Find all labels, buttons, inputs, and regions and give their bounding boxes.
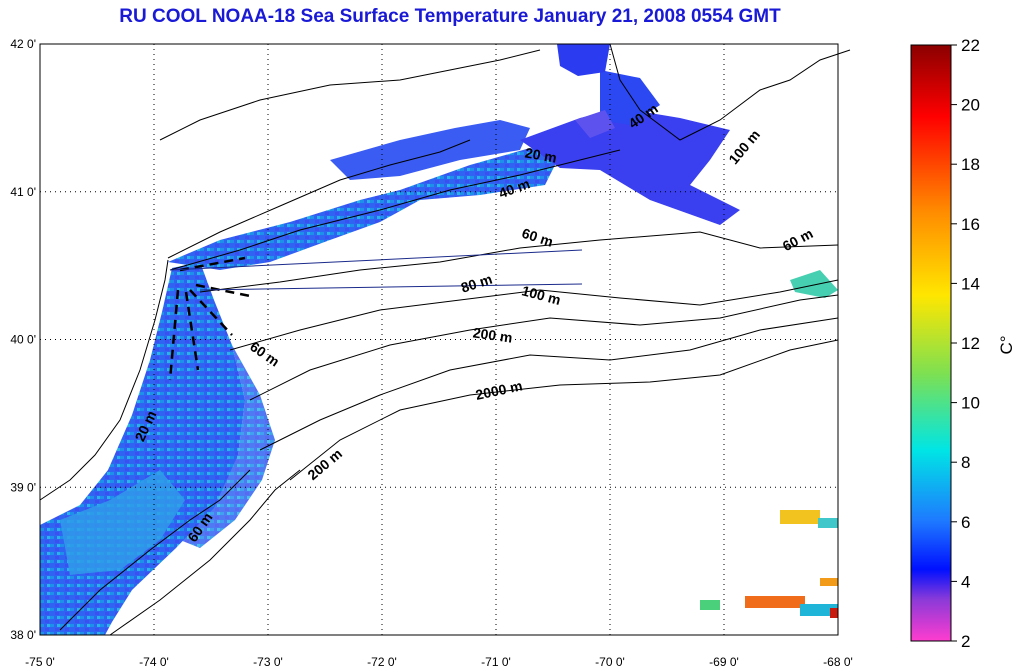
contour-200m bbox=[259, 317, 839, 451]
sst-patch-warm-7 bbox=[700, 600, 720, 610]
lon-tick-label: -70 0' bbox=[595, 655, 625, 669]
contour-label: 100 m bbox=[725, 126, 763, 167]
contour-label: 80 m bbox=[459, 271, 494, 296]
coastline-jersey bbox=[39, 259, 169, 501]
colorbar-tick-label: 2 bbox=[961, 632, 970, 651]
lon-tick-label: -69 0' bbox=[709, 655, 739, 669]
contour-100m bbox=[249, 294, 839, 401]
contour-label: 2000 m bbox=[474, 377, 524, 403]
colorbar-ticks: 22 20 18 16 14 12 10 8 6 4 2 bbox=[951, 36, 980, 651]
sst-patch-ri-offshore bbox=[575, 110, 615, 138]
colorbar-unit: C° bbox=[997, 335, 1016, 354]
lat-tick-label: 38 0' bbox=[10, 628, 36, 642]
colorbar-tick-label: 20 bbox=[961, 96, 980, 115]
sst-patch-sound bbox=[330, 120, 530, 180]
transect-1 bbox=[168, 289, 180, 381]
lat-tick-label: 39 0' bbox=[10, 480, 36, 494]
map-title: RU COOL NOAA-18 Sea Surface Temperature … bbox=[119, 6, 781, 27]
axis-ticks: -75 0' -74 0' -73 0' -72 0' -71 0' -70 0' -69 … bbox=[10, 37, 852, 669]
contour-inner-200m bbox=[109, 469, 301, 636]
map-frame bbox=[39, 43, 839, 636]
sst-patch-south-jersey bbox=[60, 470, 185, 575]
contour-60m bbox=[199, 231, 839, 293]
contour-2000m bbox=[289, 339, 839, 481]
lon-tick-label: -72 0' bbox=[367, 655, 397, 669]
sst-patch-north bbox=[557, 44, 610, 76]
contour-label: 200 m bbox=[472, 324, 514, 345]
coastline-contours bbox=[39, 43, 851, 636]
sst-patches bbox=[40, 44, 838, 635]
colorbar-tick-label: 12 bbox=[961, 334, 980, 353]
lon-tick-label: -73 0' bbox=[253, 655, 283, 669]
track-2 bbox=[199, 283, 583, 291]
track-1 bbox=[169, 249, 583, 271]
lat-tick-label: 42 0' bbox=[10, 37, 36, 51]
sst-patch-warm-6 bbox=[820, 578, 838, 586]
sst-patch-warm-1 bbox=[780, 510, 820, 524]
colorbar-tick-label: 14 bbox=[961, 274, 980, 293]
transect-5 bbox=[179, 256, 246, 272]
sst-patch-warm-east bbox=[790, 270, 838, 298]
transect-4 bbox=[195, 283, 251, 298]
transect-2 bbox=[184, 291, 200, 371]
colorbar-tick-label: 16 bbox=[961, 215, 980, 234]
sst-patch-nantucket bbox=[600, 70, 660, 125]
colorbar-tick-label: 10 bbox=[961, 394, 980, 413]
lon-tick-label: -74 0' bbox=[139, 655, 169, 669]
lat-tick-label: 40 0' bbox=[10, 333, 36, 347]
coastline-ct bbox=[159, 49, 541, 141]
contour-label: 100 m bbox=[520, 282, 562, 308]
colorbar-tick-label: 18 bbox=[961, 155, 980, 174]
lat-tick-label: 41 0' bbox=[10, 185, 36, 199]
contour-label: 60 m bbox=[247, 338, 282, 369]
colorbar-tick-label: 6 bbox=[961, 513, 970, 532]
contour-80m bbox=[229, 279, 839, 351]
contour-40m bbox=[169, 149, 621, 271]
sst-patch-warm-3 bbox=[745, 596, 805, 608]
sst-patch-jersey-shelf bbox=[40, 262, 245, 635]
coastline-cape-cod bbox=[609, 43, 851, 141]
colorbar-scale bbox=[910, 44, 952, 642]
sst-patch-warm-4 bbox=[800, 604, 838, 616]
transect-3 bbox=[189, 289, 233, 336]
transect-lines bbox=[168, 256, 251, 381]
sst-patch-warm-2 bbox=[818, 518, 838, 528]
contour-label: 60 m bbox=[780, 225, 816, 254]
contour-label: 20 m bbox=[524, 144, 558, 165]
colorbar-tick-label: 22 bbox=[961, 36, 980, 55]
contour-inner-60m bbox=[59, 469, 251, 631]
sst-patch-long-island bbox=[168, 148, 560, 270]
colorbar-tick-label: 4 bbox=[961, 572, 970, 591]
lon-tick-label: -71 0' bbox=[481, 655, 511, 669]
colorbar-tick-label: 8 bbox=[961, 453, 970, 472]
sst-patch-shelf-edge bbox=[180, 345, 275, 548]
coastline-long-island bbox=[167, 139, 471, 259]
map-grid bbox=[40, 44, 838, 635]
lon-tick-label: -68 0' bbox=[823, 655, 853, 669]
track-lines bbox=[169, 249, 583, 291]
sst-patch-warm-5 bbox=[830, 608, 838, 618]
lon-tick-label: -75 0' bbox=[25, 655, 55, 669]
